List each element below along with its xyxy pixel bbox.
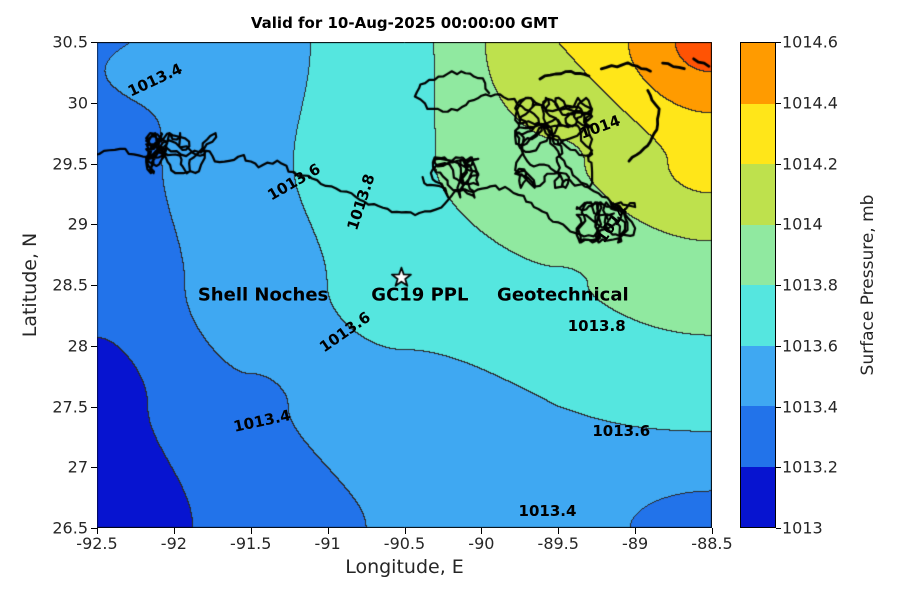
y-tick-mark	[91, 406, 97, 408]
x-axis-label: Longitude, E	[345, 556, 464, 578]
y-axis-label: Latitude, N	[19, 232, 41, 338]
x-tick-label: -89	[622, 534, 649, 553]
colorbar-tick-label: 1013.8	[782, 275, 838, 295]
x-tick-label: -92.5	[76, 534, 118, 553]
site-annotation: GC19 PPL	[371, 284, 469, 306]
x-tick-mark	[712, 528, 713, 534]
x-tick-mark	[327, 528, 329, 534]
contour-plot-canvas	[97, 42, 712, 528]
colorbar-tick-label: 1013	[782, 518, 823, 538]
colorbar-tick-label: 1013.6	[782, 336, 838, 356]
x-tick-label: -91	[314, 534, 341, 553]
y-tick-label: 27.5	[52, 397, 88, 416]
site-annotation: Shell Noches	[197, 284, 329, 306]
colorbar-label: Surface Pressure, mb	[858, 194, 878, 376]
y-tick-label: 30.5	[52, 32, 88, 52]
colorbar-band	[741, 224, 775, 285]
colorbar-band	[741, 43, 775, 104]
x-tick-label: -88.5	[691, 534, 733, 553]
colorbar-band	[741, 285, 775, 346]
y-tick-label: 26.5	[52, 518, 88, 538]
colorbar-tick-mark	[776, 163, 781, 165]
colorbar-tick-label: 1013.4	[782, 397, 838, 416]
colorbar-band	[741, 345, 775, 406]
colorbar-tick-mark	[776, 528, 781, 529]
contour-label: 1013.4	[518, 501, 577, 520]
colorbar-tick-mark	[776, 345, 781, 347]
colorbar-tick-label: 1014.4	[782, 93, 838, 113]
y-tick-label: 27	[67, 457, 88, 477]
colorbar	[740, 42, 776, 528]
y-tick-mark	[91, 528, 97, 529]
x-tick-mark	[404, 528, 406, 534]
x-tick-label: -89.5	[537, 534, 579, 553]
y-tick-mark	[91, 285, 97, 286]
colorbar-tick-label: 1014.2	[782, 154, 838, 173]
x-tick-label: -92	[160, 534, 187, 553]
colorbar-tick-mark	[776, 406, 781, 408]
y-tick-label: 30	[67, 93, 88, 113]
colorbar-band	[741, 466, 775, 527]
colorbar-tick-mark	[776, 285, 781, 286]
y-tick-mark	[91, 224, 97, 226]
colorbar-tick-mark	[776, 102, 781, 104]
site-annotation: Geotechnical	[497, 284, 629, 306]
x-tick-mark	[635, 528, 637, 534]
colorbar-tick-label: 1013.2	[782, 457, 838, 477]
colorbar-tick-label: 1014	[782, 214, 823, 234]
y-tick-mark	[91, 345, 97, 347]
colorbar-band	[741, 103, 775, 164]
y-tick-mark	[91, 102, 97, 104]
x-tick-mark	[558, 528, 560, 534]
contour-label: 1013.8	[567, 317, 626, 336]
x-tick-mark	[250, 528, 252, 534]
y-tick-label: 28.5	[52, 275, 88, 295]
y-tick-label: 29.5	[52, 154, 88, 173]
y-tick-mark	[91, 163, 97, 165]
x-tick-label: -90.5	[383, 534, 426, 553]
colorbar-tick-label: 1014.6	[782, 32, 838, 52]
y-tick-label: 29	[67, 214, 88, 234]
contour-label: 1013.6	[592, 421, 651, 440]
figure-title: Valid for 10-Aug-2025 00:00:00 GMT	[250, 14, 559, 32]
colorbar-tick-mark	[776, 224, 781, 226]
colorbar-band	[741, 164, 775, 225]
x-tick-mark	[97, 528, 98, 534]
y-tick-label: 28	[67, 336, 88, 356]
x-tick-label: -91.5	[230, 534, 272, 553]
colorbar-band	[741, 406, 775, 467]
x-tick-mark	[173, 528, 175, 534]
y-tick-mark	[91, 42, 97, 43]
x-tick-mark	[481, 528, 483, 534]
colorbar-tick-mark	[776, 42, 781, 43]
x-tick-label: -90	[468, 534, 495, 553]
colorbar-tick-mark	[776, 467, 781, 469]
y-tick-mark	[91, 467, 97, 469]
